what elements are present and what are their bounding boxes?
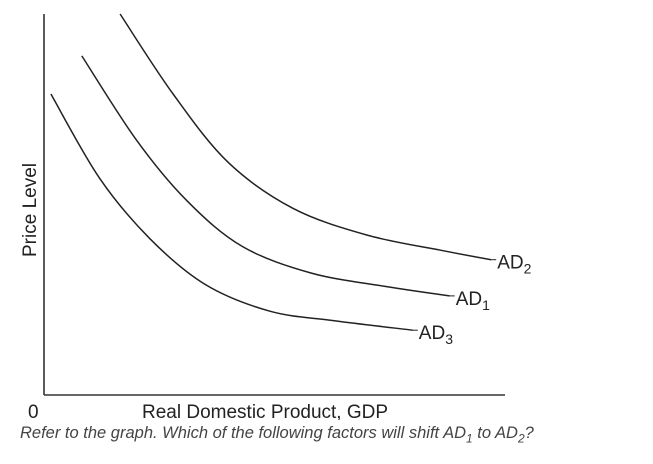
label-ad3: AD3: [419, 323, 453, 347]
x-axis-title: Real Domestic Product, GDP: [142, 402, 388, 420]
question-subscript-2: 2: [517, 431, 525, 446]
aggregate-demand-chart: 0 Real Domestic Product, GDP Price Level…: [20, 13, 532, 420]
origin-label: 0: [28, 402, 39, 420]
question-suffix: ?: [524, 424, 534, 442]
question-text: Refer to the graph. Which of the followi…: [20, 424, 640, 445]
question-prefix: Refer to the graph. Which of the followi…: [20, 424, 466, 442]
question-subscript-1: 1: [466, 431, 473, 446]
question-middle: to AD: [472, 424, 518, 442]
curve-ad1: [81, 55, 450, 297]
label-ad2: AD2: [497, 253, 531, 277]
curve-ad3: [50, 93, 413, 331]
curve-ad2: [119, 13, 492, 261]
y-axis-title: Price Level: [20, 163, 41, 257]
label-ad1: AD1: [456, 289, 490, 313]
